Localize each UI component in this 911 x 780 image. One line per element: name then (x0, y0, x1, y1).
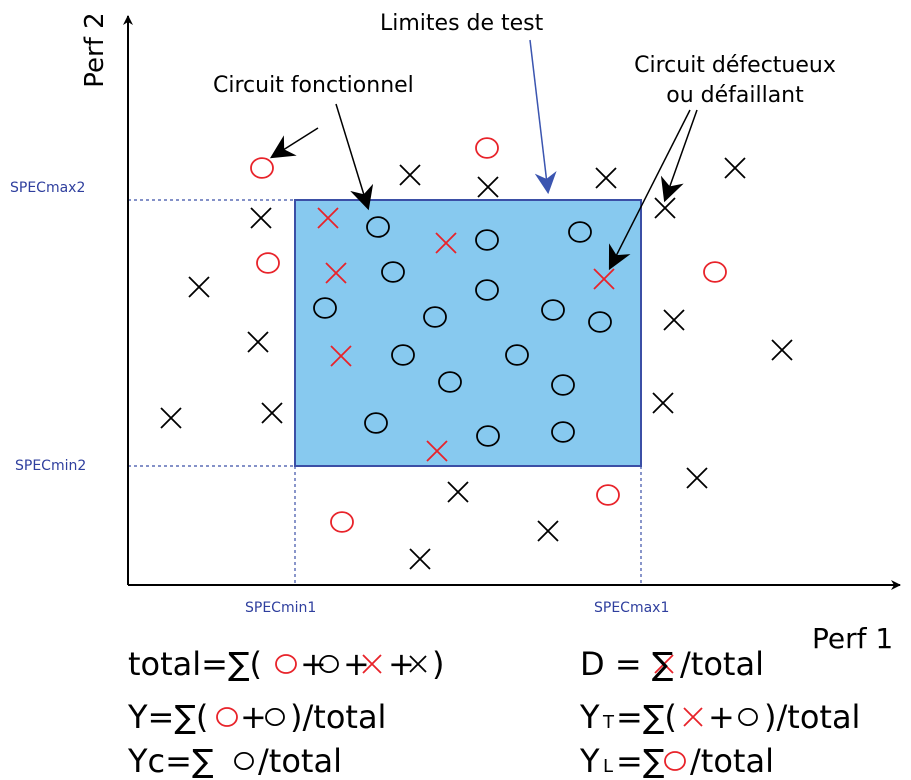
circle-symbol (438, 371, 462, 393)
spec-label: SPECmin1 (245, 600, 316, 616)
cross-symbol (399, 164, 421, 186)
cross-symbol (330, 345, 352, 367)
cross-symbol (160, 407, 182, 429)
cross-symbol (654, 197, 676, 219)
formula-text: )/total (764, 698, 860, 736)
annotation: Circuit fonctionnel (213, 73, 414, 98)
formula-text: /total (690, 742, 774, 780)
formula-text: + (240, 698, 267, 736)
formula-text: Y (579, 742, 600, 780)
cross-symbol (595, 167, 617, 189)
circle-symbol (475, 279, 499, 301)
circle-symbol (703, 261, 727, 283)
formula-text: =∑( (616, 698, 677, 736)
circle-symbol (381, 261, 405, 283)
circle-symbol (588, 311, 612, 333)
formula-text: D = ∑ (580, 645, 673, 683)
cross-symbol (325, 262, 347, 284)
cross-symbol (654, 654, 674, 674)
annotation: ou défaillant (666, 83, 804, 108)
formula-text: total=∑( (128, 645, 262, 683)
cross-symbol (447, 481, 469, 503)
arrows (269, 39, 698, 271)
formula-symbols (216, 654, 758, 771)
cross-symbol (409, 548, 431, 570)
axes (123, 15, 901, 590)
cross-symbol (435, 232, 457, 254)
cross-symbol (188, 276, 210, 298)
circle-symbol (475, 229, 499, 251)
cross-symbol (652, 392, 674, 414)
marks (160, 137, 793, 570)
circle-symbol (216, 707, 238, 727)
formula-text: Y=∑( (127, 698, 208, 736)
cross-symbol (477, 176, 499, 198)
cross-symbol (724, 157, 746, 179)
formula-text: + (300, 645, 327, 683)
circle-symbol (275, 654, 297, 674)
circle-symbol (265, 708, 285, 727)
cross-symbol (771, 339, 793, 361)
y-axis-label: Perf 2 (80, 12, 110, 87)
circle-symbol (551, 421, 575, 443)
spec-guides (128, 199, 642, 585)
formula-text: )/total (290, 698, 386, 736)
spec-label: SPECmin2 (15, 458, 86, 474)
annotation: Limites de test (380, 11, 544, 36)
circle-symbol (596, 484, 620, 506)
cross-symbol (409, 655, 427, 673)
formula-text: T (602, 712, 615, 733)
spec-label: SPECmax1 (594, 600, 669, 616)
circle-symbol (364, 412, 388, 434)
cross-symbol (663, 309, 685, 331)
circle-symbol (664, 751, 686, 771)
annotation: Circuit défectueux (634, 53, 836, 78)
circle-symbol (391, 344, 415, 366)
circle-symbol (475, 137, 499, 159)
circle-symbol (541, 299, 565, 321)
cross-symbol (317, 207, 339, 229)
circle-symbol (319, 655, 339, 674)
cross-symbol (250, 207, 272, 229)
circle-symbol (250, 157, 274, 179)
circle-symbol (568, 221, 592, 243)
cross-symbol (362, 654, 382, 674)
circle-symbol (423, 306, 447, 328)
formula-text: + (708, 698, 735, 736)
circle-symbol (738, 708, 758, 727)
formula-text: + (343, 645, 370, 683)
circle-symbol (551, 374, 575, 396)
formulas: total=∑( + + + ) D = ∑ /total Y=∑( + )/t… (127, 645, 860, 780)
circle-symbol (330, 511, 354, 533)
cross-symbol (261, 402, 283, 424)
formula-text: Yc=∑ (127, 742, 214, 780)
formula-text: + (388, 645, 415, 683)
cross-symbol (593, 268, 615, 290)
formula-text: L (603, 756, 613, 777)
formula-text: ) (432, 645, 444, 683)
cross-symbol (426, 440, 448, 462)
formula-text: /total (680, 645, 764, 683)
cross-symbol (686, 467, 708, 489)
circle-symbol (234, 752, 254, 771)
circle-symbol (505, 344, 529, 366)
circle-symbol (256, 252, 280, 274)
formula-text: /total (258, 742, 342, 780)
circle-symbol (366, 216, 390, 238)
cross-symbol (683, 707, 703, 727)
x-axis-label: Perf 1 (812, 622, 893, 655)
circle-symbol (476, 425, 500, 447)
formula-text: =∑ (616, 742, 664, 780)
cross-symbol (247, 331, 269, 353)
cross-symbol (537, 520, 559, 542)
circle-symbol (313, 297, 337, 319)
spec-box (294, 199, 642, 467)
spec-label: SPECmax2 (10, 180, 85, 196)
formula-text: Y (579, 698, 600, 736)
